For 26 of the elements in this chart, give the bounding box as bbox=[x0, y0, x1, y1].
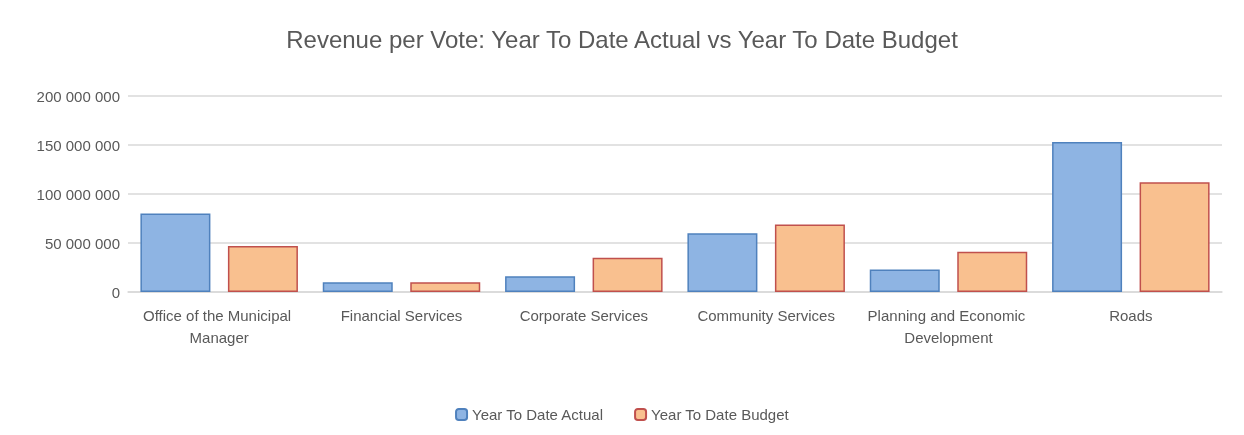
bar bbox=[140, 213, 211, 292]
x-tick-label: Financial Services bbox=[340, 306, 463, 324]
legend-label: Year To Date Budget bbox=[651, 406, 790, 423]
bar bbox=[1052, 142, 1123, 292]
bar bbox=[687, 233, 758, 292]
y-tick-label: 50 000 000 bbox=[44, 234, 120, 252]
y-tick-label: 200 000 000 bbox=[36, 87, 120, 105]
bar bbox=[1139, 182, 1210, 292]
chart-title: Revenue per Vote: Year To Date Actual vs Year To Date Budget bbox=[286, 25, 959, 53]
bar bbox=[322, 282, 393, 292]
x-tick-label: Planning and Economic Development bbox=[867, 306, 1030, 346]
legend-label: Year To Date Actual bbox=[472, 406, 603, 423]
y-tick-label: 150 000 000 bbox=[36, 136, 120, 154]
bar bbox=[957, 251, 1028, 292]
x-tick-label: Community Services bbox=[697, 306, 835, 324]
x-tick-label: Office of the Municipal Manager bbox=[143, 306, 296, 346]
y-tick-label: 100 000 000 bbox=[36, 185, 120, 203]
x-tick-label: Corporate Services bbox=[519, 306, 649, 324]
bar bbox=[592, 257, 663, 292]
y-tick-label: 0 bbox=[111, 283, 120, 301]
x-tick-label: Roads bbox=[1109, 306, 1153, 324]
bar bbox=[774, 224, 845, 292]
bar bbox=[410, 282, 481, 292]
bar bbox=[869, 269, 940, 292]
bar bbox=[505, 276, 576, 292]
bar bbox=[227, 245, 298, 292]
